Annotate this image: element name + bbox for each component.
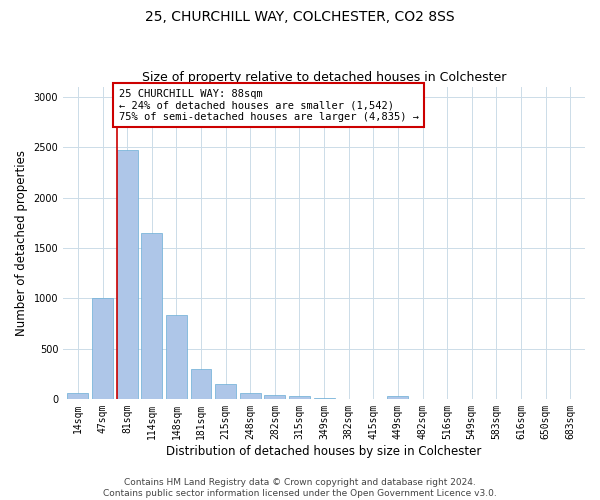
Bar [92,298,113,399]
Title: Size of property relative to detached houses in Colchester: Size of property relative to detached ho… [142,72,506,85]
Bar [388,396,409,399]
Bar [166,316,187,399]
Bar [265,395,286,399]
Text: 25, CHURCHILL WAY, COLCHESTER, CO2 8SS: 25, CHURCHILL WAY, COLCHESTER, CO2 8SS [145,10,455,24]
Bar [240,394,261,399]
Bar [67,394,88,399]
Bar [142,233,162,399]
Text: Contains HM Land Registry data © Crown copyright and database right 2024.
Contai: Contains HM Land Registry data © Crown c… [103,478,497,498]
Text: 25 CHURCHILL WAY: 88sqm
← 24% of detached houses are smaller (1,542)
75% of semi: 25 CHURCHILL WAY: 88sqm ← 24% of detache… [119,88,419,122]
Bar [117,150,137,399]
Bar [215,384,236,399]
Bar [191,368,211,399]
Y-axis label: Number of detached properties: Number of detached properties [15,150,28,336]
Bar [289,396,310,399]
Bar [314,398,335,399]
X-axis label: Distribution of detached houses by size in Colchester: Distribution of detached houses by size … [166,444,482,458]
